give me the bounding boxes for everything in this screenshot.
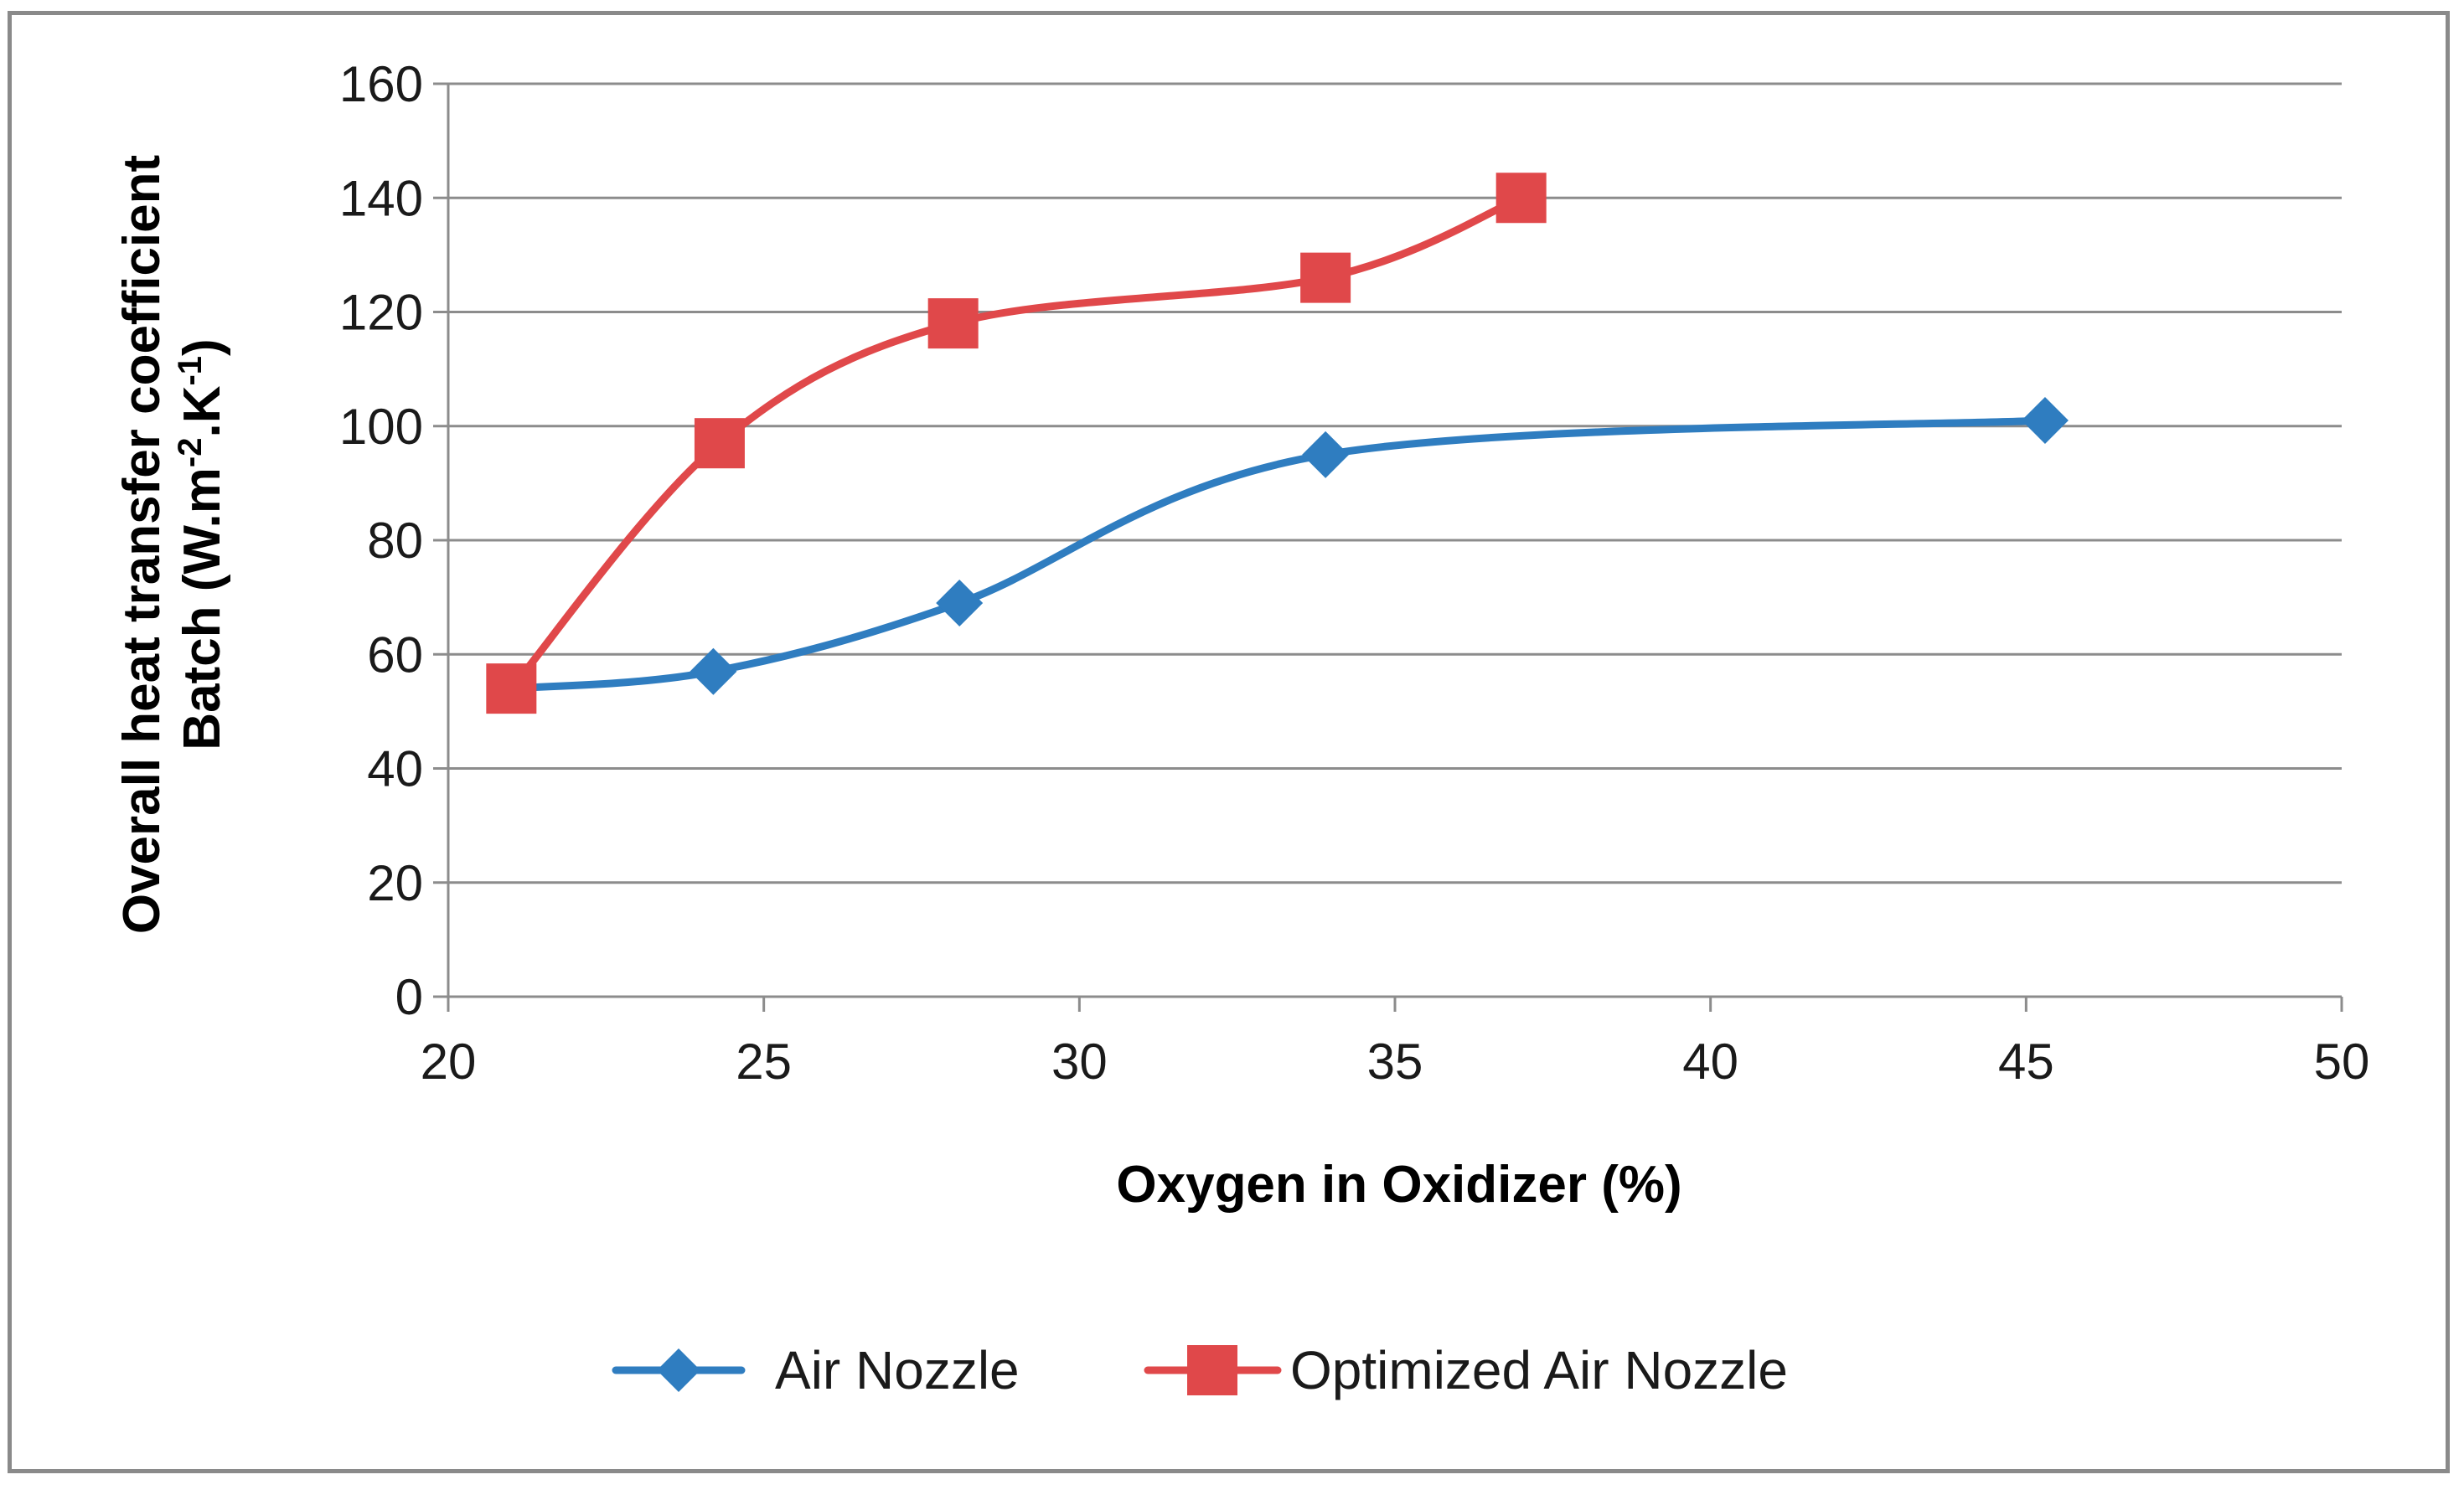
x-tick-label: 30 <box>1051 1034 1108 1090</box>
y-tick-label: 40 <box>367 741 423 797</box>
y-axis-title-sup2: -1 <box>172 356 209 386</box>
air-nozzle-point <box>1302 431 1350 478</box>
x-tick-label: 35 <box>1367 1034 1423 1090</box>
y-tick-label: 20 <box>367 855 423 911</box>
optimized-air-nozzle-point <box>1495 173 1547 224</box>
x-tick-labels: 20 25 30 35 40 45 50 <box>421 1034 2370 1090</box>
air-nozzle-point <box>936 579 984 626</box>
legend-optimized-air-nozzle-label: Optimized Air Nozzle <box>1290 1340 1788 1400</box>
y-tick-label: 140 <box>339 170 423 226</box>
optimized-air-nozzle-point <box>694 418 745 469</box>
optimized-air-nozzle-point <box>486 663 537 714</box>
legend: Air Nozzle Optimized Air Nozzle <box>612 1340 1788 1400</box>
y-tick-label: 100 <box>339 399 423 455</box>
legend-air-nozzle-marker <box>657 1348 700 1392</box>
y-tick-labels: 0 20 40 60 80 100 120 140 160 <box>339 56 423 1025</box>
x-tick-label: 20 <box>421 1034 477 1090</box>
y-tick-label: 120 <box>339 285 423 341</box>
y-axis-title-line1: Overall heat transfer coefficient <box>113 155 171 934</box>
series-line-optimized-air-nozzle <box>507 193 1526 693</box>
optimized-air-nozzle-point <box>927 298 979 349</box>
chart-frame <box>8 11 2450 1473</box>
series-layer <box>486 173 2069 714</box>
y-tick-label: 60 <box>367 626 423 683</box>
x-tick-label: 50 <box>2314 1034 2370 1090</box>
y-tick-label: 80 <box>367 513 423 569</box>
y-tick-label: 160 <box>339 56 423 112</box>
air-nozzle-point <box>690 647 737 695</box>
x-tick-label: 45 <box>1998 1034 2054 1090</box>
y-axis-title: Overall heat transfer coefficient Batch … <box>113 155 231 934</box>
y-axis-title-line2: Batch (W.m-2.K-1) <box>172 338 231 750</box>
axes <box>433 82 2343 1012</box>
y-tick-label: 0 <box>395 969 423 1025</box>
legend-air-nozzle-label: Air Nozzle <box>775 1340 1020 1400</box>
y-axis-title-prefix: Batch (W.m <box>173 467 231 750</box>
x-tick-label: 40 <box>1682 1034 1738 1090</box>
x-tick-label: 25 <box>736 1034 792 1090</box>
air-nozzle-point <box>2021 396 2069 444</box>
legend-optimized-air-nozzle-marker <box>1187 1345 1237 1395</box>
grid-lines <box>448 82 2342 884</box>
y-axis-title-suffix: ) <box>173 338 231 356</box>
x-axis-title: Oxygen in Oxidizer (%) <box>1116 1156 1681 1214</box>
y-axis-title-sup1: -2 <box>172 438 209 468</box>
optimized-air-nozzle-point <box>1300 252 1351 303</box>
y-axis-title-mid: .K <box>173 385 231 437</box>
